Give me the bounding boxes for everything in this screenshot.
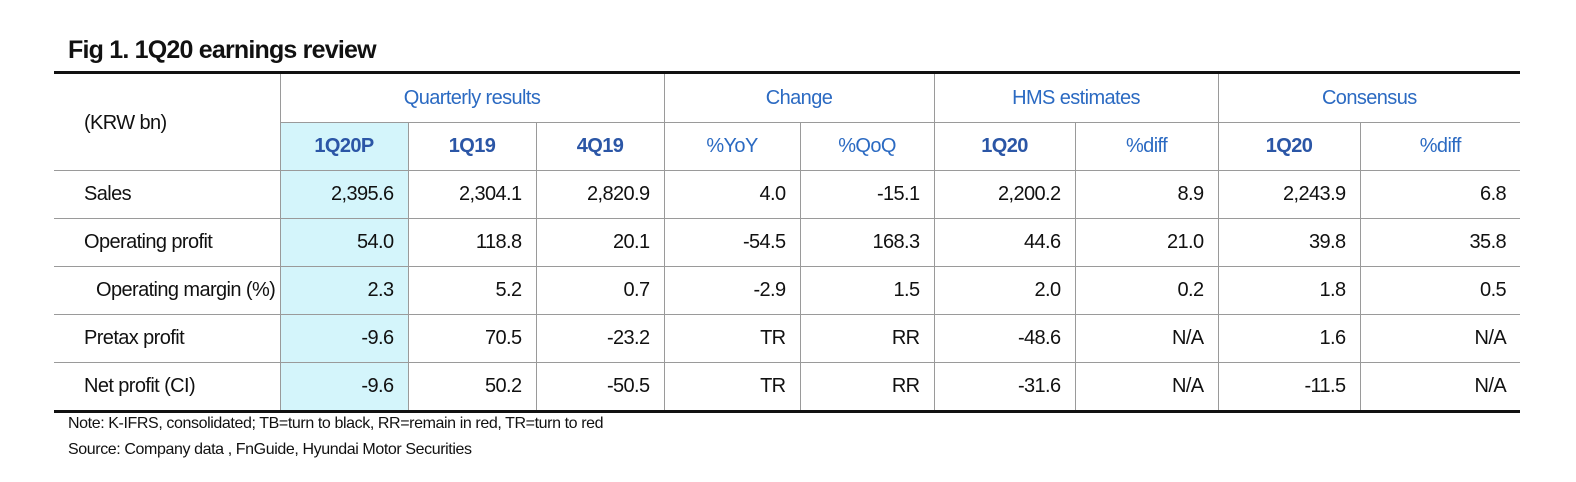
table-cell: RR <box>799 362 935 413</box>
table-cell: 39.8 <box>1217 218 1361 267</box>
table-cell: -2.9 <box>663 266 801 315</box>
table-cell: -11.5 <box>1217 362 1361 413</box>
table-cell: 6.8 <box>1359 170 1521 219</box>
table-cell: 35.8 <box>1359 218 1521 267</box>
source-text: Source: Company data , FnGuide, Hyundai … <box>68 441 472 458</box>
figure-title: Fig 1. 1Q20 earnings review <box>68 36 377 64</box>
table-cell: -50.5 <box>535 362 665 413</box>
table-cell: -9.6 <box>279 362 408 413</box>
column-header-hms-1q20: 1Q20 <box>933 122 1076 171</box>
table-cell: TR <box>663 362 801 413</box>
table-cell: 0.5 <box>1359 266 1521 315</box>
table-cell: 70.5 <box>407 314 536 363</box>
column-header-row: 1Q20P 1Q19 4Q19 %YoY %QoQ 1Q20 %diff 1Q2… <box>54 122 1521 171</box>
column-header-yoy: %YoY <box>663 122 801 171</box>
table-cell: N/A <box>1359 314 1521 363</box>
table-cell: 4.0 <box>663 170 801 219</box>
group-header-quarterly-results: Quarterly results <box>279 71 665 123</box>
table-cell: 0.7 <box>535 266 665 315</box>
table-cell: 1.8 <box>1217 266 1361 315</box>
column-header-1q20p: 1Q20P <box>279 122 408 171</box>
earnings-review-table: (KRW bn) Quarterly results Change HMS es… <box>54 71 1521 413</box>
table-cell: 2,820.9 <box>535 170 665 219</box>
table-cell: 2,304.1 <box>407 170 536 219</box>
table-cell: RR <box>799 314 935 363</box>
table-cell: 54.0 <box>279 218 408 267</box>
table-cell: -54.5 <box>663 218 801 267</box>
table-cell: 2.0 <box>933 266 1076 315</box>
table-row: Sales 2,395.6 2,304.1 2,820.9 4.0 -15.1 … <box>54 170 1521 219</box>
table-cell: 20.1 <box>535 218 665 267</box>
column-header-qoq: %QoQ <box>799 122 935 171</box>
group-header-change: Change <box>663 71 935 123</box>
row-label: Net profit (CI) <box>54 362 280 413</box>
table-cell: 1.5 <box>799 266 935 315</box>
group-header-consensus: Consensus <box>1217 71 1521 123</box>
table-cell: 2.3 <box>279 266 408 315</box>
row-label: Operating margin (%) <box>54 266 280 315</box>
column-header-1q19: 1Q19 <box>407 122 536 171</box>
table-cell: 50.2 <box>407 362 536 413</box>
table-cell: 2,243.9 <box>1217 170 1361 219</box>
table-cell: 0.2 <box>1074 266 1219 315</box>
table-cell: -23.2 <box>535 314 665 363</box>
table-cell: 44.6 <box>933 218 1076 267</box>
table-cell: -15.1 <box>799 170 935 219</box>
table-row: Net profit (CI) -9.6 50.2 -50.5 TR RR -3… <box>54 362 1521 413</box>
table-cell: 2,200.2 <box>933 170 1076 219</box>
table-cell: 21.0 <box>1074 218 1219 267</box>
column-header-4q19: 4Q19 <box>535 122 665 171</box>
group-header-hms-estimates: HMS estimates <box>933 71 1219 123</box>
table-cell: -9.6 <box>279 314 408 363</box>
table-cell: N/A <box>1359 362 1521 413</box>
table-row: Pretax profit -9.6 70.5 -23.2 TR RR -48.… <box>54 314 1521 363</box>
group-header-row: (KRW bn) Quarterly results Change HMS es… <box>54 71 1521 171</box>
table-cell: 168.3 <box>799 218 935 267</box>
unit-label: (KRW bn) <box>54 71 280 171</box>
column-header-consensus-diff: %diff <box>1359 122 1521 171</box>
row-label: Sales <box>54 170 280 219</box>
figure-notes: Note: K-IFRS, consolidated; TB=turn to b… <box>68 411 604 463</box>
table-cell: 1.6 <box>1217 314 1361 363</box>
table-cell: 5.2 <box>407 266 536 315</box>
table-cell: N/A <box>1074 314 1219 363</box>
table-row: Operating margin (%) 2.3 5.2 0.7 -2.9 1.… <box>54 266 1521 315</box>
row-label: Operating profit <box>54 218 280 267</box>
table-cell: 118.8 <box>407 218 536 267</box>
table-cell: TR <box>663 314 801 363</box>
table-cell: N/A <box>1074 362 1219 413</box>
table-row: Operating profit 54.0 118.8 20.1 -54.5 1… <box>54 218 1521 267</box>
table-cell: 2,395.6 <box>279 170 408 219</box>
table-cell: -48.6 <box>933 314 1076 363</box>
column-header-hms-diff: %diff <box>1074 122 1219 171</box>
note-text: Note: K-IFRS, consolidated; TB=turn to b… <box>68 415 604 432</box>
table-cell: 8.9 <box>1074 170 1219 219</box>
row-label: Pretax profit <box>54 314 280 363</box>
table-cell: -31.6 <box>933 362 1076 413</box>
column-header-consensus-1q20: 1Q20 <box>1217 122 1361 171</box>
